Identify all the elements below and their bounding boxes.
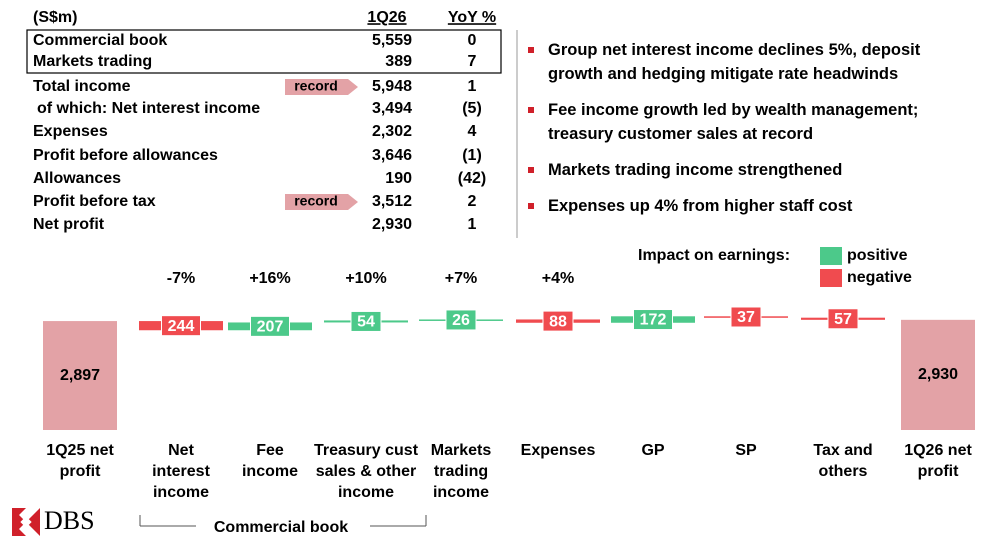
bullet-marker xyxy=(528,47,534,53)
value-box xyxy=(350,310,382,332)
table-header: (S$m) xyxy=(33,9,77,26)
x-tick-label: Markets trading income xyxy=(430,442,492,501)
total-bar xyxy=(43,321,117,430)
legend-swatch xyxy=(820,269,842,287)
legend-title: Impact on earnings: xyxy=(638,247,790,264)
row-value: 389 xyxy=(385,53,412,70)
value-box xyxy=(445,309,477,331)
group-label: Commercial book xyxy=(214,519,348,536)
x-tick-label: SP xyxy=(735,442,757,459)
value-label: 172 xyxy=(640,312,667,329)
row-value: 5,948 xyxy=(372,78,412,95)
growth-label: +16% xyxy=(249,270,290,287)
value-label: 244 xyxy=(168,318,195,335)
x-tick-label: 1Q25 net profit xyxy=(46,442,114,480)
value-label: 26 xyxy=(452,312,470,329)
row-value: 3,494 xyxy=(372,100,412,117)
logo: DBS xyxy=(44,506,95,535)
value-label: 207 xyxy=(257,319,284,336)
bullet-text: Markets trading income strengthened xyxy=(548,161,843,179)
row-label: of which: Net interest income xyxy=(37,100,260,117)
legend-label: positive xyxy=(847,247,908,264)
logo-mark xyxy=(12,508,40,536)
record-tag xyxy=(285,194,358,210)
value-label: 2,897 xyxy=(60,367,100,384)
row-label: Profit before tax xyxy=(33,193,156,210)
row-yoy: (42) xyxy=(458,170,486,187)
growth-label: +10% xyxy=(345,270,386,287)
bullet-text: Fee income growth led by wealth manageme… xyxy=(548,101,919,143)
value-label: 2,930 xyxy=(918,366,958,383)
record-tag-text: record xyxy=(294,193,338,209)
row-value: 3,512 xyxy=(372,193,412,210)
row-yoy: 0 xyxy=(468,32,477,49)
value-label: 37 xyxy=(737,309,755,326)
bracket-gap xyxy=(196,518,370,538)
value-box xyxy=(161,315,201,337)
x-tick-label: Net interest income xyxy=(152,442,210,501)
legend-label: negative xyxy=(847,269,912,286)
row-yoy: 1 xyxy=(468,78,477,95)
x-tick-label: Fee income xyxy=(241,442,298,480)
bullet-marker xyxy=(528,203,534,209)
total-bar xyxy=(901,319,975,430)
x-tick-label: Treasury cust sales & other income xyxy=(313,442,419,501)
value-label: 57 xyxy=(834,311,852,328)
bullet-list: Group net interest income declines 5%, d… xyxy=(528,38,978,230)
table-header: YoY % xyxy=(448,9,496,26)
legend-swatch xyxy=(820,247,842,265)
value-label: 88 xyxy=(549,313,567,330)
x-tick-label: GP xyxy=(641,442,665,459)
growth-label: -7% xyxy=(167,270,195,287)
bullet-text: Expenses up 4% from higher staff cost xyxy=(548,197,853,215)
row-yoy: (5) xyxy=(462,100,482,117)
bullet-text: Group net interest income declines 5%, d… xyxy=(548,41,921,83)
row-label: Expenses xyxy=(33,123,108,140)
row-value: 5,559 xyxy=(372,32,412,49)
row-yoy: 7 xyxy=(468,53,477,70)
bullet: Expenses up 4% from higher staff cost xyxy=(528,194,978,218)
value-label: 54 xyxy=(357,314,375,331)
bullet: Markets trading income strengthened xyxy=(528,158,978,182)
record-tag xyxy=(285,79,358,95)
row-value: 2,302 xyxy=(372,123,412,140)
row-label: Profit before allowances xyxy=(33,147,218,164)
table-header: 1Q26 xyxy=(367,9,406,26)
row-label: Net profit xyxy=(33,216,105,233)
row-label: Total income xyxy=(33,78,131,95)
value-box xyxy=(250,315,290,337)
value-box xyxy=(730,306,762,328)
row-yoy: 1 xyxy=(468,216,477,233)
value-box xyxy=(542,310,574,332)
bullet: Group net interest income declines 5%, d… xyxy=(528,38,978,86)
value-box xyxy=(633,309,673,331)
row-yoy: 4 xyxy=(468,123,477,140)
growth-label: +4% xyxy=(542,270,574,287)
commercial-box xyxy=(26,29,502,74)
x-tick-label: 1Q26 net profit xyxy=(904,442,972,480)
row-label: Markets trading xyxy=(33,53,152,70)
bullet-marker xyxy=(528,167,534,173)
row-value: 190 xyxy=(385,170,412,187)
value-box xyxy=(827,308,859,330)
row-yoy: 2 xyxy=(468,193,477,210)
row-yoy: (1) xyxy=(462,147,482,164)
row-label: Commercial book xyxy=(33,32,167,49)
bullet: Fee income growth led by wealth manageme… xyxy=(528,98,978,146)
record-tag-text: record xyxy=(294,78,338,94)
row-value: 2,930 xyxy=(372,216,412,233)
bullet-marker xyxy=(528,107,534,113)
row-label: Allowances xyxy=(33,170,121,187)
row-value: 3,646 xyxy=(372,147,412,164)
x-tick-label: Tax and others xyxy=(813,442,873,480)
x-tick-label: Expenses xyxy=(520,442,596,459)
growth-label: +7% xyxy=(445,270,477,287)
